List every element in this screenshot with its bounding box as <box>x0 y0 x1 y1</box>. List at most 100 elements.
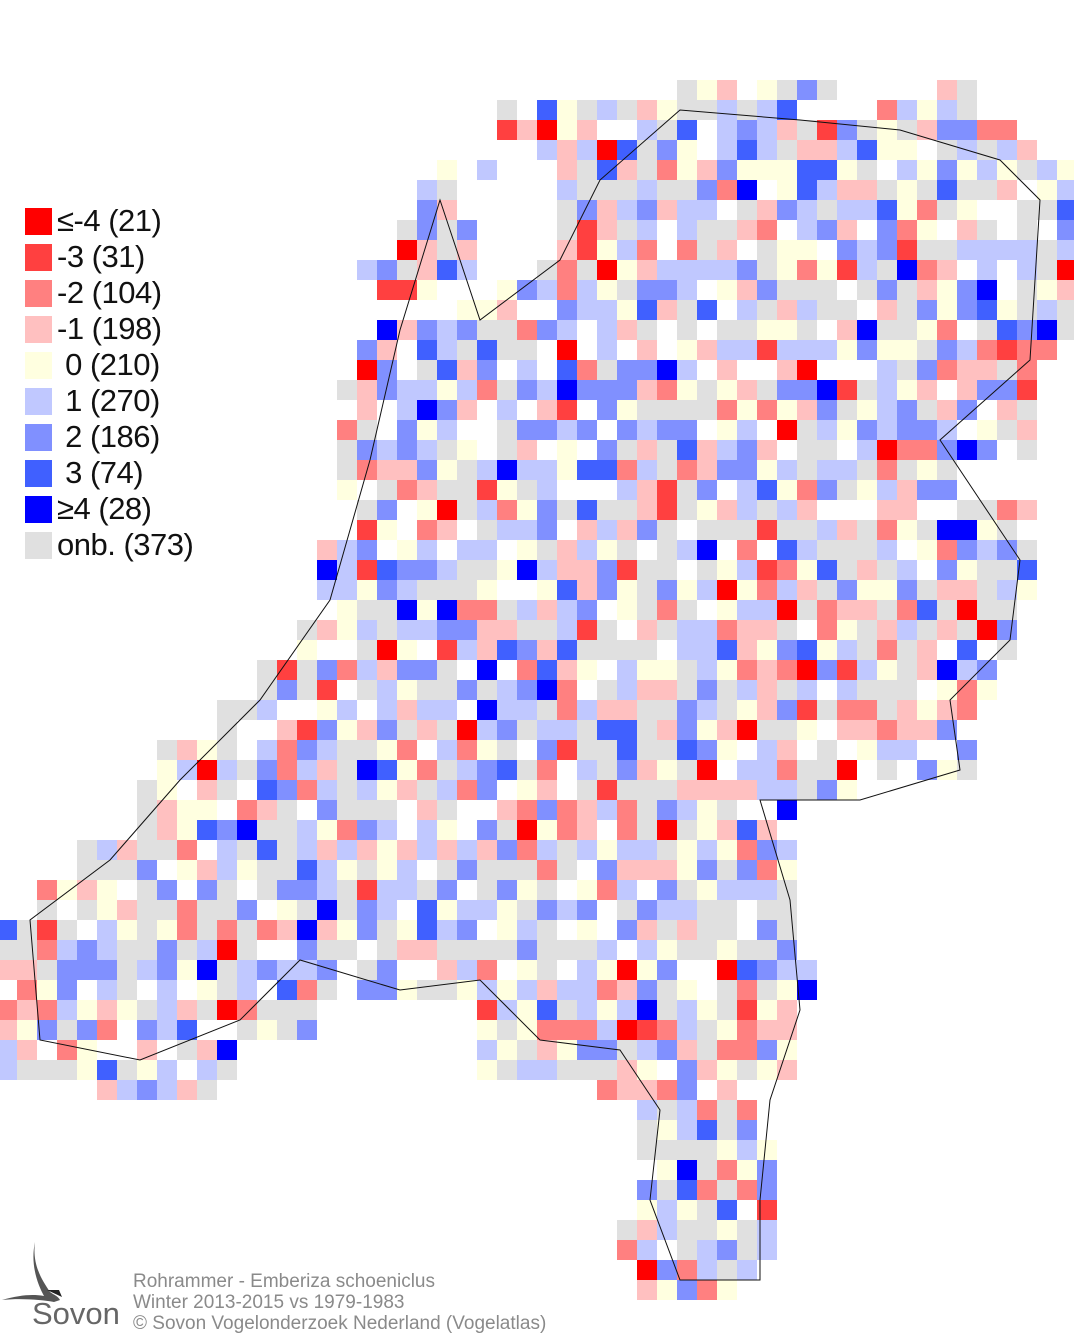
cell-unknown <box>157 840 177 860</box>
legend-swatch <box>25 243 52 271</box>
cell-decrease-1 <box>317 760 337 780</box>
cell-stable <box>917 160 937 180</box>
cell-increase-2 <box>737 460 757 480</box>
cell-unknown <box>797 420 817 440</box>
sovon-swallow-logo-icon <box>2 1242 62 1302</box>
cell-increase-3 <box>737 140 757 160</box>
cell-decrease-2 <box>577 360 597 380</box>
cell-decrease-3 <box>357 880 377 900</box>
cell-increase-3 <box>597 160 617 180</box>
cell-decrease-1 <box>877 620 897 640</box>
cell-unknown <box>577 940 597 960</box>
cell-unknown <box>617 780 637 800</box>
cell-stable <box>97 880 117 900</box>
cell-decrease-2 <box>737 1100 757 1120</box>
cell-decrease-2 <box>337 420 357 440</box>
cell-increase-3 <box>557 580 577 600</box>
cell-increase-4 <box>657 360 677 380</box>
cell-increase-2 <box>997 620 1017 640</box>
cell-increase-3 <box>417 920 437 940</box>
cell-decrease-4 <box>217 940 237 960</box>
cell-decrease-2 <box>557 260 577 280</box>
cell-increase-2 <box>617 760 637 780</box>
cell-increase-2 <box>777 940 797 960</box>
cell-stable <box>637 1060 657 1080</box>
cell-unknown <box>497 820 517 840</box>
cell-increase-1 <box>1057 240 1074 260</box>
cell-increase-1 <box>837 140 857 160</box>
cell-stable <box>437 160 457 180</box>
cell-stable <box>697 1000 717 1020</box>
cell-decrease-1 <box>757 700 777 720</box>
cell-unknown <box>197 920 217 940</box>
cell-decrease-4 <box>877 440 897 460</box>
legend-item-stable: 0 (210) <box>25 347 193 383</box>
cell-increase-1 <box>317 780 337 800</box>
cell-increase-2 <box>637 900 657 920</box>
cell-unknown <box>577 720 597 740</box>
cell-increase-1 <box>377 700 397 720</box>
cell-increase-1 <box>577 760 597 780</box>
cell-stable <box>1037 180 1057 200</box>
cell-increase-1 <box>737 680 757 700</box>
cell-unknown <box>697 920 717 940</box>
cell-increase-2 <box>397 420 417 440</box>
cell-unknown <box>877 560 897 580</box>
cell-increase-1 <box>897 560 917 580</box>
cell-stable <box>717 660 737 680</box>
cell-stable <box>477 740 497 760</box>
cell-decrease-1 <box>617 160 637 180</box>
cell-increase-2 <box>497 720 517 740</box>
cell-unknown <box>877 260 897 280</box>
cell-stable <box>337 620 357 640</box>
cell-decrease-4 <box>777 600 797 620</box>
cell-decrease-1 <box>657 200 677 220</box>
cell-increase-4 <box>637 1000 657 1020</box>
cell-increase-1 <box>417 180 437 200</box>
cell-increase-1 <box>797 200 817 220</box>
cell-increase-2 <box>357 900 377 920</box>
cell-increase-1 <box>857 200 877 220</box>
cell-stable <box>737 400 757 420</box>
cell-unknown <box>337 780 357 800</box>
cell-decrease-4 <box>597 260 617 280</box>
cell-stable <box>917 220 937 240</box>
cell-increase-2 <box>437 620 457 640</box>
cell-increase-3 <box>797 640 817 660</box>
cell-stable <box>317 820 337 840</box>
cell-unknown <box>717 320 737 340</box>
cell-unknown <box>277 1020 297 1040</box>
cell-increase-1 <box>717 260 737 280</box>
cell-decrease-1 <box>577 560 597 580</box>
cell-increase-1 <box>997 140 1017 160</box>
cell-increase-1 <box>237 980 257 1000</box>
cell-increase-2 <box>297 940 317 960</box>
cell-increase-2 <box>357 540 377 560</box>
species-title: Rohrammer - Emberiza schoeniclus <box>133 1271 435 1292</box>
cell-increase-1 <box>1037 160 1057 180</box>
cell-stable <box>717 560 737 580</box>
cell-increase-1 <box>797 300 817 320</box>
cell-increase-3 <box>677 120 697 140</box>
cell-increase-1 <box>177 760 197 780</box>
cell-increase-1 <box>417 380 437 400</box>
cell-unknown <box>637 560 657 580</box>
cell-increase-1 <box>417 840 437 860</box>
cell-increase-1 <box>1037 300 1057 320</box>
cell-increase-2 <box>457 680 477 700</box>
legend-swatch <box>25 495 52 523</box>
cell-increase-1 <box>597 1020 617 1040</box>
cell-increase-1 <box>937 420 957 440</box>
cell-decrease-2 <box>417 520 437 540</box>
cell-decrease-1 <box>837 520 857 540</box>
cell-decrease-4 <box>377 640 397 660</box>
cell-decrease-1 <box>937 260 957 280</box>
cell-decrease-1 <box>757 440 777 460</box>
cell-stable <box>717 1220 737 1240</box>
cell-decrease-1 <box>537 600 557 620</box>
cell-unknown <box>657 460 677 480</box>
cell-unknown <box>677 1220 697 1240</box>
cell-unknown <box>697 380 717 400</box>
cell-unknown <box>797 320 817 340</box>
cell-increase-2 <box>497 880 517 900</box>
